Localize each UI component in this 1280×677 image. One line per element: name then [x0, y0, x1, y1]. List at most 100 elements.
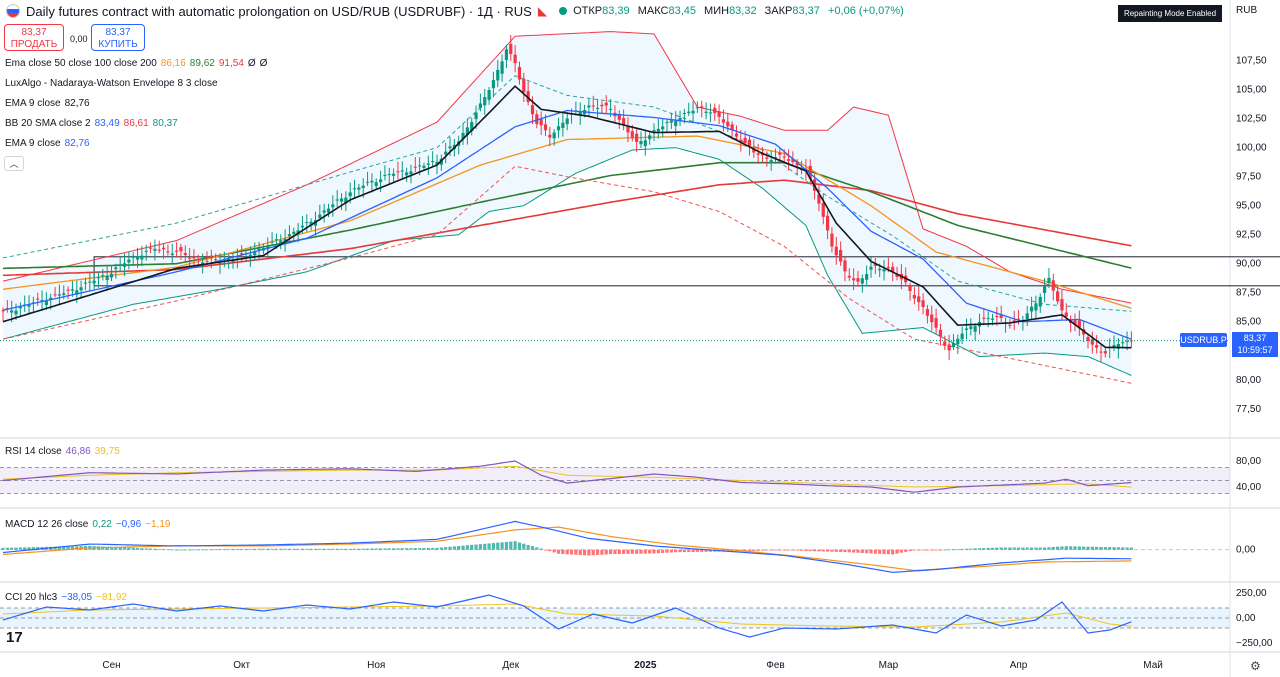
- candle-body: [413, 166, 417, 168]
- sell-label: ПРОДАТЬ: [10, 39, 58, 50]
- macd-histogram-bar: [726, 549, 730, 552]
- macd-histogram-bar: [826, 549, 830, 552]
- candle-body: [878, 268, 882, 271]
- candle-body: [10, 310, 14, 313]
- candle-body: [279, 240, 283, 244]
- legend-row[interactable]: BB 20 SMA close 2 83,49 86,61 80,37: [5, 118, 178, 129]
- candle-body: [1095, 344, 1099, 348]
- candle-body: [140, 255, 144, 260]
- macd-histogram-bar: [166, 549, 170, 551]
- macd-histogram-bar: [760, 549, 765, 551]
- candle-body: [296, 230, 300, 234]
- macd-histogram-bar: [969, 548, 973, 550]
- macd-histogram-bar: [812, 549, 817, 552]
- gear-icon[interactable]: ⚙: [1250, 659, 1261, 673]
- buy-button[interactable]: 83,37 КУПИТЬ: [91, 24, 145, 51]
- cci-tick-label: 0,00: [1236, 613, 1256, 624]
- macd-histogram-bar: [682, 549, 686, 553]
- repainting-badge: Repainting Mode Enabled: [1118, 5, 1222, 22]
- macd-histogram-bar: [578, 549, 582, 556]
- macd-histogram-bar: [1086, 546, 1090, 550]
- candle-body: [257, 248, 261, 251]
- macd-line: [2, 520, 1132, 573]
- legend-row[interactable]: EMA 9 close 82,76: [5, 138, 90, 149]
- macd-histogram-bar: [995, 547, 999, 550]
- macd-histogram-bar: [322, 548, 326, 550]
- chart-header: Daily futures contract with automatic pr…: [0, 0, 1230, 22]
- candle-body: [873, 264, 877, 266]
- macd-histogram-bar: [483, 543, 487, 550]
- macd-histogram-bar: [791, 549, 795, 551]
- candle-body: [127, 259, 131, 263]
- candle-body: [990, 318, 995, 320]
- macd-histogram-bar: [951, 549, 956, 551]
- macd-histogram-bar: [1103, 547, 1107, 550]
- macd-histogram-bar: [105, 546, 109, 550]
- candle-body: [661, 126, 665, 130]
- candle-body: [595, 107, 600, 109]
- macd-histogram-bar: [1069, 546, 1073, 550]
- tradingview-logo[interactable]: 17: [6, 629, 23, 646]
- macd-histogram-bar: [257, 548, 261, 550]
- candle-body: [227, 259, 231, 261]
- macd-histogram-bar: [283, 548, 287, 550]
- candle-body: [14, 310, 18, 315]
- symbol-title[interactable]: Daily futures contract with automatic pr…: [26, 3, 532, 19]
- macd-histogram-bar: [930, 549, 934, 551]
- macd-histogram-bar: [921, 549, 925, 551]
- candle-body: [88, 281, 92, 283]
- candle-body: [370, 180, 374, 183]
- bollinger-basis-line: [2, 109, 1132, 340]
- macd-legend[interactable]: MACD 12 26 close 0,22 −0,96 −1,19: [5, 519, 171, 530]
- macd-histogram-bar: [75, 546, 79, 550]
- macd-histogram-bar: [691, 549, 695, 552]
- candle-body: [539, 118, 543, 126]
- macd-histogram-bar: [227, 549, 231, 550]
- macd-histogram-bar: [218, 549, 222, 551]
- support-zone-box: [93, 256, 1280, 287]
- candle-body: [847, 275, 851, 278]
- candle-body: [1077, 320, 1081, 328]
- macd-histogram-bar: [131, 547, 135, 550]
- macd-histogram-bar: [66, 546, 70, 550]
- candle-body: [504, 49, 509, 60]
- legend-row[interactable]: Ema close 50 close 100 close 200 86,16 89,…: [5, 58, 268, 69]
- candle-body: [995, 315, 999, 317]
- macd-histogram-bar: [431, 547, 435, 550]
- sell-button[interactable]: 83,37 ПРОДАТЬ: [4, 24, 64, 51]
- candle-body: [747, 139, 752, 146]
- candle-body: [743, 137, 747, 143]
- rsi-legend[interactable]: RSI 14 close 46,86 39,75: [5, 446, 120, 457]
- currency-select[interactable]: RUB: [1236, 5, 1258, 16]
- macd-tick-label: 0,00: [1236, 545, 1256, 556]
- legend-row[interactable]: LuxAlgo - Nadaraya-Watson Envelope 8 3 c…: [5, 78, 218, 89]
- candle-body: [682, 112, 686, 114]
- candle-body: [491, 80, 496, 89]
- candle-body: [856, 278, 860, 282]
- macd-histogram-bar: [1116, 547, 1120, 550]
- candle-body: [144, 250, 148, 252]
- macd-histogram-bar: [899, 549, 903, 553]
- macd-histogram-bar: [765, 549, 769, 551]
- macd-histogram-bar: [57, 546, 62, 550]
- macd-histogram-bar: [1016, 547, 1021, 550]
- macd-histogram-bar: [587, 549, 591, 556]
- macd-histogram-bar: [669, 549, 673, 553]
- cci-legend[interactable]: CCI 20 hlc3 −38,05 −81,92: [5, 592, 127, 603]
- macd-histogram-bar: [652, 549, 656, 554]
- cci-band: [0, 608, 1230, 628]
- macd-histogram-bar: [270, 548, 274, 550]
- candle-body: [253, 252, 257, 256]
- bollinger-lower-line: [2, 147, 1132, 376]
- ema100-line: [2, 161, 1132, 270]
- macd-histogram-bar: [847, 549, 851, 553]
- legend-row[interactable]: EMA 9 close 82,76: [5, 98, 90, 109]
- candle-body: [157, 249, 161, 251]
- collapse-legend-button[interactable]: ︿: [4, 156, 24, 171]
- macd-histogram-bar: [253, 548, 257, 550]
- candle-body: [378, 179, 383, 183]
- bookmark-icon[interactable]: ◣: [537, 4, 548, 18]
- candle-body: [708, 112, 713, 114]
- macd-histogram-bar: [435, 547, 439, 550]
